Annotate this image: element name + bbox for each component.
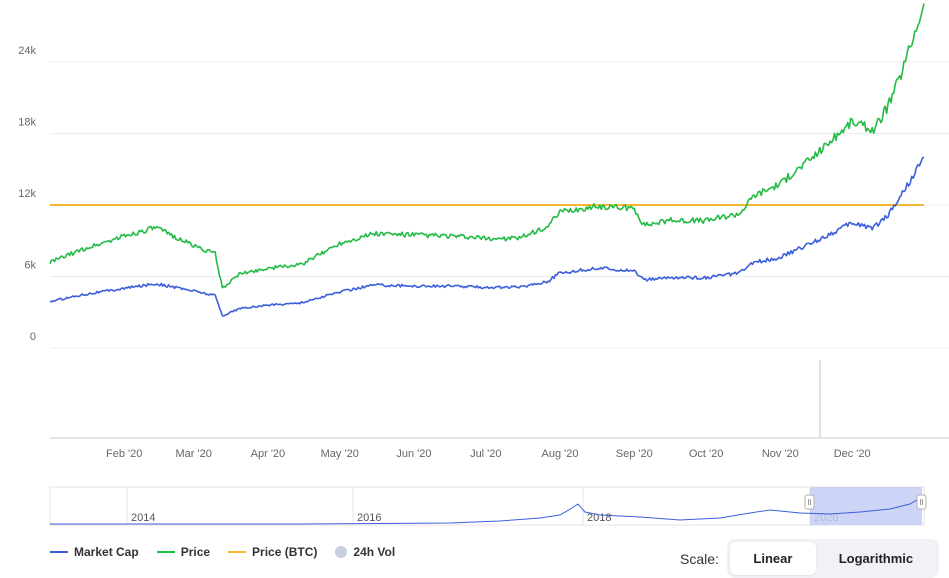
navigator-series (50, 496, 923, 525)
legend: Market Cap Price Price (BTC) 24h Vol (50, 545, 395, 559)
navigator[interactable]: 2014201620182020 (49, 486, 927, 526)
legend-item-market-cap[interactable]: Market Cap (50, 545, 139, 559)
scale-toggle-group: Linear Logarithmic (726, 539, 939, 578)
legend-label-24h-vol: 24h Vol (353, 545, 396, 559)
x-tick-label: Sep '20 (616, 448, 653, 460)
x-tick-label: Feb '20 (106, 448, 142, 460)
price-swatch (156, 551, 175, 553)
price-btc-swatch (228, 551, 247, 553)
scale-log-button[interactable]: Logarithmic (816, 542, 936, 575)
x-axis: Feb '20 Mar '20 Apr '20 May '20 Jun '20 Jul '… (106, 448, 871, 460)
series-lines (49, 3, 925, 317)
navigator-selection[interactable] (810, 487, 922, 525)
x-tick-label: Aug '20 (542, 448, 579, 460)
navigator-track (49, 486, 925, 526)
legend-item-price-btc[interactable]: Price (BTC) (228, 545, 317, 559)
scale-linear-button[interactable]: Linear (729, 542, 816, 575)
x-tick-label: Jun '20 (396, 448, 431, 460)
navigator-handle-left[interactable] (804, 494, 815, 510)
market-cap-swatch (50, 551, 68, 553)
x-tick-label: Apr '20 (251, 448, 286, 460)
y-tick-label: 0 (30, 331, 36, 343)
x-tick-label: Dec '20 (834, 448, 871, 460)
legend-label-price-btc: Price (BTC) (252, 545, 318, 559)
legend-label-price: Price (180, 545, 211, 559)
navigator-year-label: 2018 (587, 512, 611, 524)
x-tick-label: Mar '20 (175, 448, 211, 460)
x-tick-label: Jul '20 (470, 448, 501, 460)
scale-selector: Scale: Linear Logarithmic (680, 539, 939, 578)
y-tick-label: 6k (24, 260, 36, 272)
scale-label: Scale: (680, 550, 719, 567)
y-tick-label: 18k (18, 117, 36, 129)
x-tick-label: Oct '20 (689, 448, 724, 460)
market-cap-line (49, 156, 925, 317)
x-tick-label: Nov '20 (762, 448, 799, 460)
volume-swatch (335, 546, 348, 558)
navigator-year-label: 2014 (131, 512, 155, 524)
y-tick-label: 12k (18, 188, 36, 200)
y-axis: 0 6k 12k 18k 24k (18, 45, 36, 343)
legend-item-24h-vol[interactable]: 24h Vol (335, 545, 395, 559)
navigator-handle-right[interactable] (916, 494, 927, 510)
x-tick-label: May '20 (321, 448, 359, 460)
legend-label-market-cap: Market Cap (74, 545, 139, 559)
price-line (49, 3, 925, 289)
legend-item-price[interactable]: Price (156, 545, 211, 559)
navigator-year-label: 2016 (357, 512, 381, 524)
y-tick-label: 24k (18, 45, 36, 57)
